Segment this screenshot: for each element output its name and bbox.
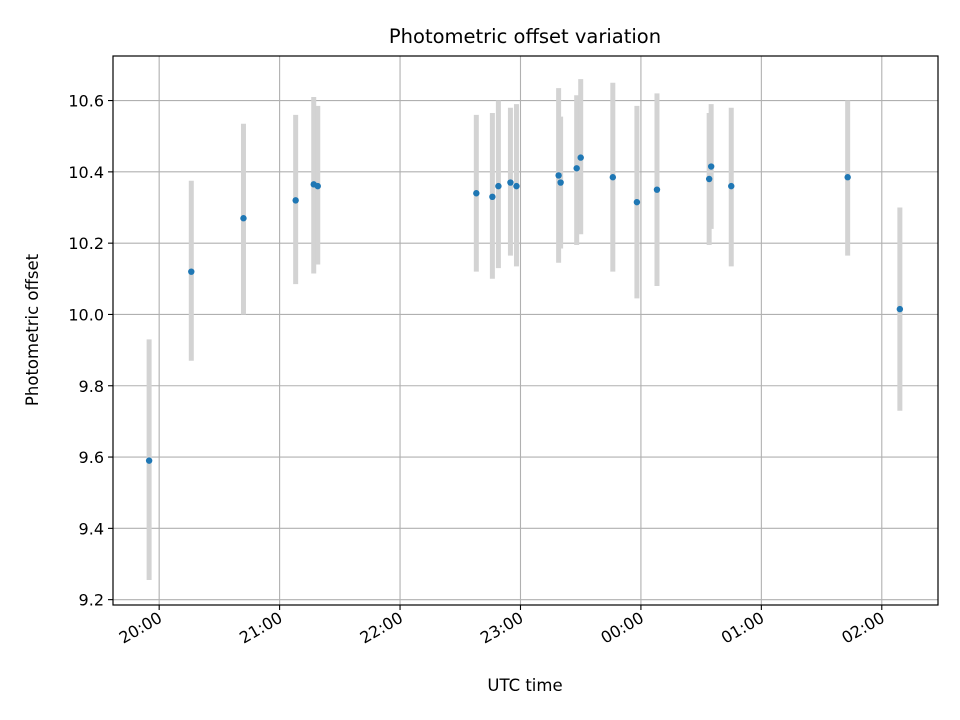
data-point [577, 154, 584, 161]
data-point [507, 179, 514, 186]
data-point [573, 165, 580, 172]
x-axis-title: UTC time [487, 676, 562, 695]
data-point [557, 179, 564, 186]
data-point [609, 174, 617, 181]
plot-frame [112, 55, 939, 606]
y-tick-label: 10.6 [68, 92, 104, 111]
data-point [513, 182, 520, 190]
y-tick-label: 9.4 [79, 519, 104, 538]
grid-lines [113, 56, 938, 605]
data-point [473, 190, 480, 197]
y-tick-label: 10.0 [68, 305, 104, 324]
plot-area [113, 56, 938, 605]
y-axis-title: Photometric offset [23, 253, 42, 406]
y-tick-label: 10.2 [68, 234, 104, 253]
y-tick-label: 9.2 [79, 591, 104, 610]
data-point [145, 457, 153, 464]
y-axis-ticks: 9.2 9.4 9.6 9.8 10.0 10.2 10.4 10.6 [68, 92, 113, 610]
data-point [489, 193, 496, 201]
data-point [495, 182, 502, 190]
data-point [314, 182, 321, 190]
data-point [705, 175, 713, 183]
data-point [555, 172, 562, 179]
y-tick-label: 10.4 [68, 163, 104, 182]
y-tick-label: 9.6 [79, 448, 104, 467]
data-point [896, 305, 904, 313]
data-point [707, 163, 715, 170]
data-point [188, 268, 195, 275]
data-point [728, 182, 735, 190]
data-points [145, 154, 904, 464]
data-point [653, 186, 661, 193]
chart-title: Photometric offset variation [389, 25, 661, 48]
data-point [240, 215, 247, 222]
data-point [292, 197, 299, 204]
data-point [844, 174, 851, 181]
data-point [633, 198, 641, 206]
y-tick-label: 9.8 [79, 377, 104, 396]
